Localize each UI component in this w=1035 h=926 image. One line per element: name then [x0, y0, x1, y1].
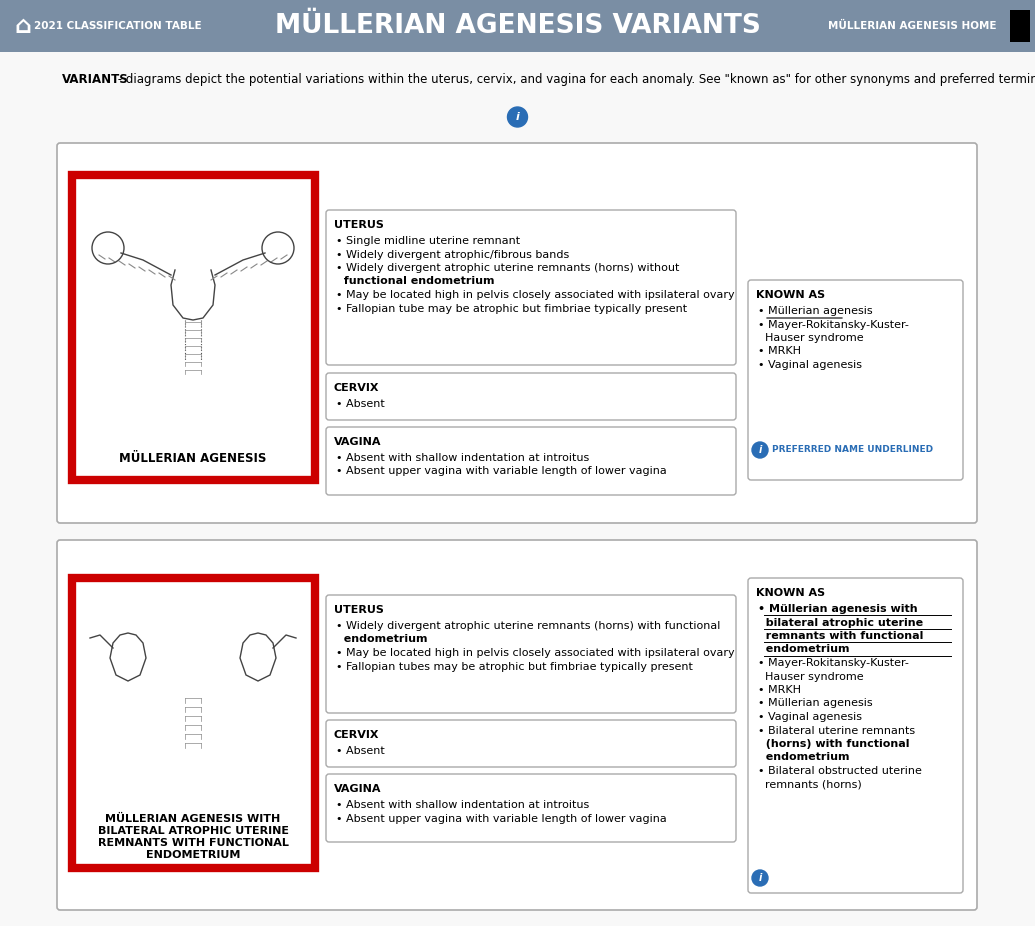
- Text: endometrium: endometrium: [336, 634, 427, 644]
- Circle shape: [752, 442, 768, 458]
- Text: functional endometrium: functional endometrium: [336, 277, 495, 286]
- Text: - diagrams depict the potential variations within the uterus, cervix, and vagina: - diagrams depict the potential variatio…: [114, 73, 1035, 86]
- FancyBboxPatch shape: [326, 720, 736, 767]
- Text: • Widely divergent atrophic uterine remnants (horns) with functional: • Widely divergent atrophic uterine remn…: [336, 621, 720, 631]
- Text: ENDOMETRIUM: ENDOMETRIUM: [146, 850, 240, 860]
- FancyBboxPatch shape: [748, 578, 963, 893]
- Text: remnants with functional: remnants with functional: [758, 631, 923, 641]
- Text: MÜLLERIAN AGENESIS WITH: MÜLLERIAN AGENESIS WITH: [106, 814, 280, 824]
- Text: • Absent upper vagina with variable length of lower vagina: • Absent upper vagina with variable leng…: [336, 814, 667, 823]
- Text: • Absent upper vagina with variable length of lower vagina: • Absent upper vagina with variable leng…: [336, 467, 667, 477]
- Text: VARIANTS: VARIANTS: [62, 73, 128, 86]
- Text: CERVIX: CERVIX: [334, 730, 380, 740]
- Text: • MRKH: • MRKH: [758, 685, 801, 695]
- Text: bilateral atrophic uterine: bilateral atrophic uterine: [758, 618, 923, 628]
- Circle shape: [752, 870, 768, 886]
- Text: REMNANTS WITH FUNCTIONAL: REMNANTS WITH FUNCTIONAL: [97, 838, 289, 848]
- Text: i: i: [759, 445, 762, 455]
- Text: • Absent: • Absent: [336, 746, 385, 756]
- Text: ⌂: ⌂: [14, 14, 31, 38]
- Text: • Bilateral uterine remnants: • Bilateral uterine remnants: [758, 725, 915, 735]
- Text: • Widely divergent atrophic uterine remnants (horns) without: • Widely divergent atrophic uterine remn…: [336, 263, 679, 273]
- Text: • MRKH: • MRKH: [758, 346, 801, 357]
- FancyBboxPatch shape: [326, 373, 736, 420]
- Text: remnants (horns): remnants (horns): [758, 780, 862, 790]
- Text: PREFERRED NAME UNDERLINED: PREFERRED NAME UNDERLINED: [772, 445, 934, 455]
- Text: VAGINA: VAGINA: [334, 437, 382, 447]
- Text: • Absent with shallow indentation at introitus: • Absent with shallow indentation at int…: [336, 800, 589, 810]
- FancyBboxPatch shape: [57, 540, 977, 910]
- Text: MÜLLERIAN AGENESIS: MÜLLERIAN AGENESIS: [119, 452, 267, 465]
- Text: • Fallopian tube may be atrophic but fimbriae typically present: • Fallopian tube may be atrophic but fim…: [336, 304, 687, 314]
- Text: Hauser syndrome: Hauser syndrome: [758, 333, 863, 343]
- Bar: [0, 0, 1035, 52]
- Text: • Bilateral obstructed uterine: • Bilateral obstructed uterine: [758, 766, 922, 776]
- FancyBboxPatch shape: [326, 427, 736, 495]
- Text: • Vaginal agenesis: • Vaginal agenesis: [758, 360, 862, 370]
- Circle shape: [507, 107, 528, 127]
- Text: MÜLLERIAN AGENESIS VARIANTS: MÜLLERIAN AGENESIS VARIANTS: [274, 13, 761, 39]
- Text: • Widely divergent atrophic/fibrous bands: • Widely divergent atrophic/fibrous band…: [336, 249, 569, 259]
- Text: (horns) with functional: (horns) with functional: [758, 739, 910, 749]
- Text: KNOWN AS: KNOWN AS: [756, 588, 825, 598]
- Bar: [72, 578, 315, 868]
- FancyBboxPatch shape: [748, 280, 963, 480]
- Text: • Absent with shallow indentation at introitus: • Absent with shallow indentation at int…: [336, 453, 589, 463]
- Text: UTERUS: UTERUS: [334, 220, 384, 230]
- FancyBboxPatch shape: [326, 210, 736, 365]
- Text: endometrium: endometrium: [758, 753, 850, 762]
- FancyBboxPatch shape: [326, 774, 736, 842]
- Text: VAGINA: VAGINA: [334, 784, 382, 794]
- Text: • Mayer-Rokitansky-Kuster-: • Mayer-Rokitansky-Kuster-: [758, 658, 909, 668]
- Text: 2021 CLASSIFICATION TABLE: 2021 CLASSIFICATION TABLE: [34, 21, 202, 31]
- Text: • Fallopian tubes may be atrophic but fimbriae typically present: • Fallopian tubes may be atrophic but fi…: [336, 661, 692, 671]
- Text: • Müllerian agenesis: • Müllerian agenesis: [758, 306, 873, 316]
- Text: • Müllerian agenesis: • Müllerian agenesis: [758, 698, 873, 708]
- Text: • Single midline uterine remnant: • Single midline uterine remnant: [336, 236, 521, 246]
- FancyBboxPatch shape: [57, 143, 977, 523]
- Text: endometrium: endometrium: [758, 644, 850, 655]
- Text: i: i: [759, 873, 762, 883]
- Text: KNOWN AS: KNOWN AS: [756, 290, 825, 300]
- Text: BILATERAL ATROPHIC UTERINE: BILATERAL ATROPHIC UTERINE: [97, 826, 289, 836]
- Text: • Absent: • Absent: [336, 399, 385, 409]
- Text: • Müllerian agenesis with: • Müllerian agenesis with: [758, 604, 918, 614]
- Bar: [1010, 10, 1030, 42]
- Text: • Mayer-Rokitansky-Kuster-: • Mayer-Rokitansky-Kuster-: [758, 319, 909, 330]
- Text: • Vaginal agenesis: • Vaginal agenesis: [758, 712, 862, 722]
- Text: MÜLLERIAN AGENESIS HOME: MÜLLERIAN AGENESIS HOME: [828, 21, 997, 31]
- FancyBboxPatch shape: [326, 595, 736, 713]
- Text: • May be located high in pelvis closely associated with ipsilateral ovary: • May be located high in pelvis closely …: [336, 648, 735, 658]
- Text: • May be located high in pelvis closely associated with ipsilateral ovary: • May be located high in pelvis closely …: [336, 290, 735, 300]
- Text: i: i: [515, 112, 520, 122]
- Text: CERVIX: CERVIX: [334, 383, 380, 393]
- Text: Hauser syndrome: Hauser syndrome: [758, 671, 863, 682]
- Text: UTERUS: UTERUS: [334, 605, 384, 615]
- Bar: [72, 175, 315, 480]
